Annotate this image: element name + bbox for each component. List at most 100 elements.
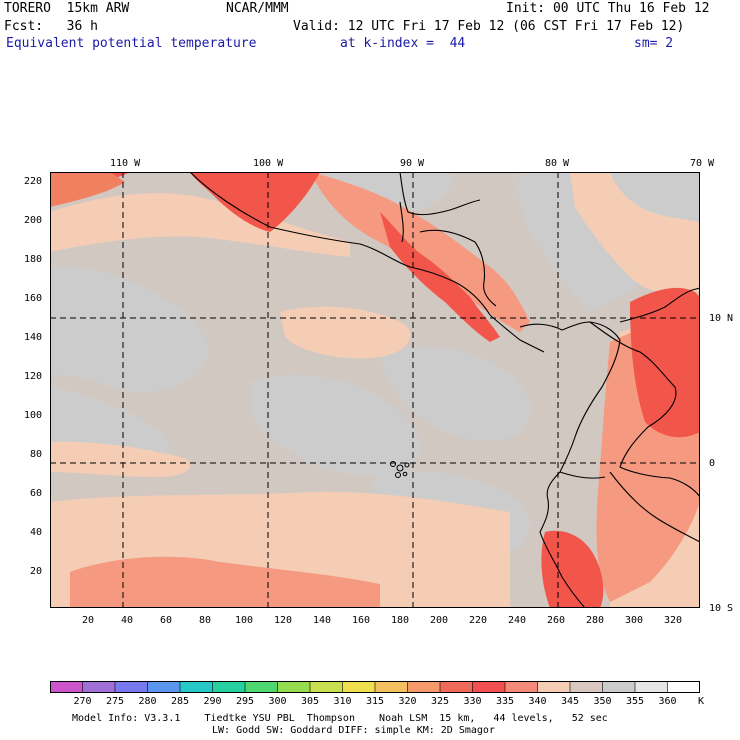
grid-label-x180: 180	[391, 615, 410, 626]
colorbar-cell	[537, 681, 571, 693]
colorbar	[50, 681, 700, 693]
grid-label-x60: 60	[160, 615, 173, 626]
theta-e-map	[50, 172, 700, 608]
colorbar-tick-label: 325	[431, 696, 450, 707]
colorbar-tick-label: 350	[593, 696, 612, 707]
colorbar-cell	[504, 681, 539, 693]
colorbar-cell	[342, 681, 376, 693]
colorbar-tick-label: 355	[626, 696, 645, 707]
grid-label-x280: 280	[586, 615, 605, 626]
grid-label-x200: 200	[430, 615, 449, 626]
colorbar-cell	[569, 681, 604, 693]
field-red-ca	[380, 212, 500, 342]
footer-physics-info: LW: Godd SW: Goddard DIFF: simple KM: 2D…	[212, 725, 495, 736]
grid-label-x320: 320	[664, 615, 683, 626]
field-level: at k-index = 44	[340, 36, 466, 51]
galapagos-islands	[390, 461, 410, 478]
header-init-time: Init: 00 UTC Thu 16 Feb 12	[506, 1, 710, 16]
colorbar-cell	[439, 681, 474, 693]
header-model-name: TORERO 15km ARW	[4, 1, 130, 16]
colorbar-tick-label: 310	[333, 696, 352, 707]
colorbar-cell	[244, 681, 279, 693]
grid-label-y180: 180	[24, 254, 43, 265]
field-gray-west	[50, 266, 209, 392]
lon-label-90w: 90 W	[400, 158, 425, 169]
border-peru-brazil	[609, 471, 700, 543]
island-5	[402, 471, 408, 477]
field-red-peru	[541, 530, 604, 608]
grid-label-x140: 140	[313, 615, 332, 626]
grid-label-x260: 260	[547, 615, 566, 626]
field-gray-east	[380, 347, 531, 442]
grid-label-x240: 240	[508, 615, 527, 626]
colorbar-cell	[472, 681, 506, 693]
footer-model-info: Model Info: V3.3.1 Tiedtke YSU PBL Thomp…	[72, 713, 608, 724]
map-frame	[50, 172, 700, 608]
colorbar-cell	[374, 681, 409, 693]
lon-label-100w: 100 W	[253, 158, 284, 169]
header-forecast-hour: Fcst: 36 h	[4, 19, 98, 34]
field-peach-mid	[280, 306, 411, 359]
lat-label-0: 0	[709, 458, 716, 469]
colorbar-cell	[634, 681, 669, 693]
header-valid-time: Valid: 12 UTC Fri 17 Feb 12 (06 CST Fri …	[293, 19, 685, 34]
field-peach-nw	[50, 193, 350, 257]
border-mexico-guatemala	[399, 201, 404, 243]
field-peach-east-ne	[570, 172, 700, 294]
colorbar-cell	[277, 681, 311, 693]
coast-mexico-ca	[189, 172, 545, 353]
colorbar-tick-label: 275	[106, 696, 125, 707]
colorbar-tick-label: 280	[138, 696, 157, 707]
grid-label-x300: 300	[625, 615, 644, 626]
grid-label-y60: 60	[30, 488, 43, 499]
colorbar-cell	[309, 681, 344, 693]
field-red-venezuela	[630, 287, 700, 438]
grid-label-x40: 40	[121, 615, 134, 626]
colorbar-tick-label: 335	[496, 696, 515, 707]
header-center-name: NCAR/MMM	[226, 1, 289, 16]
colorbar-unit: K	[698, 696, 705, 707]
field-smoothing: sm= 2	[634, 36, 674, 51]
coast-yucatan	[399, 172, 481, 216]
grid-label-y200: 200	[24, 215, 43, 226]
graticule	[50, 172, 700, 608]
coast-honduras	[419, 229, 497, 307]
island-4	[395, 472, 401, 478]
colorbar-cell	[407, 681, 441, 693]
grid-label-y40: 40	[30, 527, 43, 538]
colorbar-tick-label: 305	[301, 696, 320, 707]
colorbar-tick-label: 330	[463, 696, 482, 707]
border-sa-interior	[589, 321, 700, 498]
colorbar-tick-label: 320	[398, 696, 417, 707]
colorbar-cell	[179, 681, 214, 693]
field-red-mexico	[190, 172, 320, 232]
coastlines	[189, 172, 700, 608]
colorbar-cell	[667, 681, 700, 693]
colorbar-cell	[602, 681, 636, 693]
lat-label-10s: 10 S	[709, 603, 734, 614]
colorbar-cell	[114, 681, 149, 693]
colorbar-tick-label: 315	[366, 696, 385, 707]
field-salmon-ca	[310, 172, 530, 332]
grid-label-x120: 120	[274, 615, 293, 626]
island-3	[404, 462, 410, 468]
field-peach-west	[50, 441, 191, 477]
grid-label-y160: 160	[24, 293, 43, 304]
grid-label-y100: 100	[24, 410, 43, 421]
colorbar-tick-label: 360	[658, 696, 677, 707]
colorbar-tick-label: 300	[268, 696, 287, 707]
colorbar-cell	[50, 681, 84, 693]
island-1	[390, 461, 396, 467]
field-gray-center	[250, 374, 421, 476]
field-title: Equivalent potential temperature	[6, 36, 257, 51]
lon-label-110w: 110 W	[110, 158, 141, 169]
colorbar-cell	[212, 681, 246, 693]
grid-label-x220: 220	[469, 615, 488, 626]
colorbar-cell	[82, 681, 116, 693]
field-red-nw-2	[50, 172, 125, 207]
grid-label-y120: 120	[24, 371, 43, 382]
colorbar-tick-label: 340	[528, 696, 547, 707]
grid-label-x100: 100	[235, 615, 254, 626]
colorbar-tick-label: 285	[171, 696, 190, 707]
colorbar-tick-label: 290	[203, 696, 222, 707]
